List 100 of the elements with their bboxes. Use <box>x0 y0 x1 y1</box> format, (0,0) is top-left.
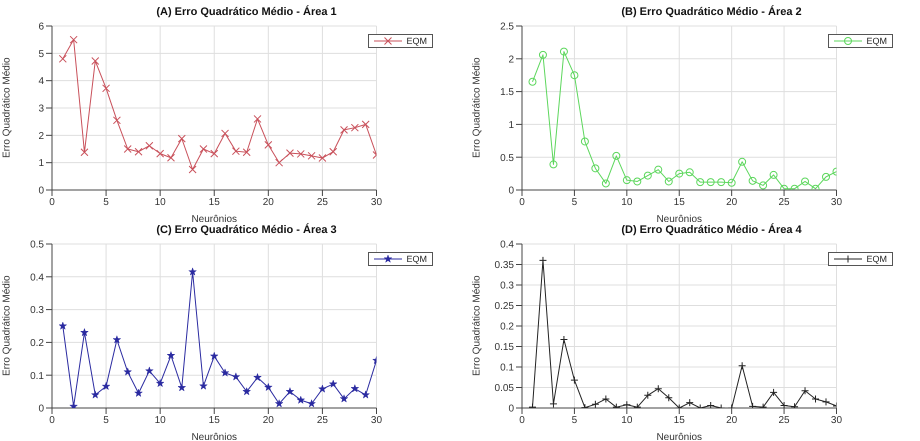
y-tick-label: 0.2 <box>500 322 514 333</box>
point <box>728 178 736 187</box>
point <box>686 168 694 176</box>
x-tick-label: 15 <box>674 415 686 426</box>
x-tick-label: 20 <box>262 197 274 208</box>
point <box>70 402 78 408</box>
point <box>199 382 208 390</box>
point <box>178 134 186 143</box>
x-tick-label: 0 <box>519 415 526 426</box>
x-tick-label: 25 <box>316 197 328 208</box>
point <box>350 384 359 392</box>
point <box>664 177 673 186</box>
point <box>738 158 746 166</box>
legend-label: EQM <box>866 254 887 264</box>
point <box>91 390 100 398</box>
y-tick-label: 0.4 <box>500 240 514 251</box>
point <box>560 48 568 56</box>
y-tick-label: 0.4 <box>30 272 44 284</box>
point <box>340 126 348 134</box>
point <box>275 158 284 167</box>
y-tick-label: 5 <box>38 48 44 60</box>
point <box>770 170 778 179</box>
chart-title: (A) Erro Quadrático Médio - Área 1 <box>155 6 338 18</box>
point <box>232 372 240 380</box>
point <box>549 400 558 408</box>
point <box>178 383 186 392</box>
point <box>156 379 164 387</box>
y-tick-label: 6 <box>38 22 44 33</box>
y-tick-label: 1 <box>508 120 514 131</box>
y-tick-label: 0 <box>508 186 514 197</box>
point <box>538 50 547 59</box>
y-axis-title: Erro Quadrático Médio <box>2 274 13 376</box>
point <box>91 56 100 65</box>
point <box>801 177 810 186</box>
x-axis-title: Neurônios <box>656 432 702 441</box>
point <box>591 400 600 408</box>
point <box>717 178 726 186</box>
legend-label: EQM <box>406 36 427 46</box>
point <box>686 398 694 407</box>
x-tick-label: 0 <box>49 197 56 208</box>
point <box>318 384 326 392</box>
x-tick-label: 5 <box>103 415 110 426</box>
point <box>80 148 88 156</box>
point <box>58 54 67 63</box>
point <box>134 148 143 156</box>
point <box>296 150 305 158</box>
x-tick-label: 10 <box>154 197 166 208</box>
point <box>112 116 121 124</box>
x-tick-label: 20 <box>726 197 738 208</box>
x-tick-label: 30 <box>370 415 382 426</box>
point <box>156 150 164 158</box>
point <box>706 402 715 408</box>
point <box>549 160 558 168</box>
point <box>329 380 338 388</box>
y-tick-label: 0.3 <box>500 280 514 292</box>
y-tick-label: 2 <box>508 54 514 66</box>
y-tick-label: 0 <box>38 404 44 415</box>
y-axis-title: Erro Quadrático Médio <box>472 274 483 376</box>
point <box>296 396 305 404</box>
y-tick-label: 0 <box>38 186 44 197</box>
y-tick-label: 2.5 <box>500 22 514 33</box>
point <box>232 147 240 156</box>
point <box>102 84 110 92</box>
point <box>738 362 746 370</box>
point <box>644 391 652 400</box>
y-tick-label: 1.5 <box>500 87 514 98</box>
x-tick-label: 15 <box>208 415 220 426</box>
point <box>362 120 370 128</box>
x-tick-label: 5 <box>572 197 578 208</box>
point <box>264 383 272 391</box>
x-tick-label: 20 <box>262 415 274 426</box>
point <box>112 336 121 344</box>
point <box>822 172 830 181</box>
point <box>166 351 176 360</box>
x-axis-title: Neurônios <box>656 214 702 225</box>
y-tick-label: 0.35 <box>494 260 514 272</box>
x-tick-label: 5 <box>103 197 110 208</box>
point <box>329 148 338 156</box>
point <box>602 179 610 188</box>
x-tick-label: 15 <box>208 197 220 208</box>
x-tick-label: 10 <box>621 197 633 208</box>
y-tick-label: 0.3 <box>30 305 44 316</box>
point <box>362 390 370 398</box>
x-tick-label: 5 <box>572 415 578 426</box>
y-axis-title: Erro Quadrático Médio <box>472 56 483 158</box>
point <box>706 178 715 186</box>
x-tick-label: 25 <box>778 415 790 426</box>
chart-title: (C) Erro Quadrático Médio - Área 3 <box>155 224 338 236</box>
y-tick-label: 0.2 <box>30 338 44 349</box>
point <box>210 352 218 360</box>
point <box>622 400 631 408</box>
x-tick-label: 10 <box>154 415 166 426</box>
point <box>570 71 578 80</box>
point <box>124 368 132 376</box>
point <box>58 322 67 330</box>
point <box>166 154 175 162</box>
point <box>253 373 262 381</box>
point <box>275 399 284 408</box>
x-tick-label: 30 <box>830 197 842 208</box>
point <box>221 368 230 376</box>
